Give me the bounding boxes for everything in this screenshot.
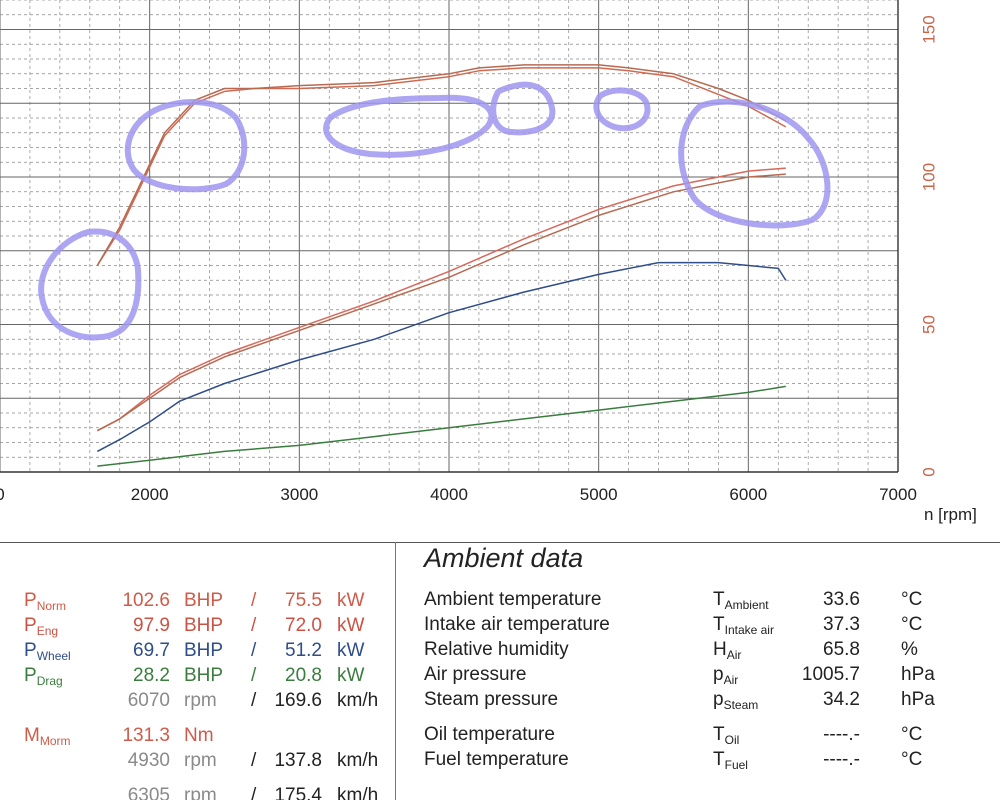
series-line-torque_a [96, 67, 787, 266]
ambient-value: 37.3 [823, 614, 860, 635]
series-line-power_drag [97, 385, 786, 467]
x-tick-label: 3000 [280, 485, 318, 504]
ambient-label: Oil temperature [424, 724, 555, 745]
ambient-symbol: HAir [713, 639, 742, 662]
dyno-chart: 0 2000 3000 4000 5000 6000 7000 0 50 100 150 n [r… [0, 0, 977, 524]
ambient-symbol: TOil [713, 724, 740, 747]
highlight-mark [38, 228, 142, 341]
highlight-mark [323, 94, 495, 158]
ambient-symbol: TAmbient [713, 589, 769, 612]
ambient-symbol: TFuel [713, 749, 748, 772]
ambient-row: Relative humidity HAir 65.8% [0, 637, 1000, 662]
ambient-value: 33.6 [823, 589, 860, 610]
ambient-row: Intake air temperature TIntake air 37.3 °C [0, 612, 1000, 637]
ambient-label: Fuel temperature [424, 749, 569, 770]
ambient-label: Relative humidity [424, 639, 569, 660]
ambient-symbol: pSteam [713, 689, 759, 712]
x-axis-ticks: 0 2000 3000 4000 5000 6000 7000 [0, 485, 917, 504]
ambient-unit: hPa [901, 689, 935, 710]
ambient-row: Ambient temperature TAmbient 33.6 °C [0, 587, 1000, 612]
ambient-label: Intake air temperature [424, 614, 610, 635]
y-tick-label: 100 [919, 163, 938, 191]
x-tick-label: 5000 [580, 485, 618, 504]
y-tick-label: 0 [919, 467, 938, 476]
ambient-row: Air pressure pAir 1005.7 hPa [0, 662, 1000, 687]
chart-series [96, 64, 787, 467]
ambient-label: Ambient temperature [424, 589, 602, 610]
ambient-label: Air pressure [424, 664, 527, 685]
ambient-unit: °C [901, 589, 923, 610]
series-line-power_eng [96, 173, 786, 432]
ambient-symbol: pAir [713, 664, 739, 687]
highlight-mark [678, 98, 831, 229]
hand-drawn-marks [38, 81, 831, 341]
divider [395, 542, 396, 800]
power-eng-row: PEng 97.9 BHP / 72.0 kW [24, 615, 365, 638]
y-tick-label: 50 [919, 315, 938, 334]
x-tick-label: 7000 [879, 485, 917, 504]
ambient-unit: °C [901, 749, 923, 770]
series-line-torque_b [96, 64, 787, 266]
chart-grid [0, 0, 899, 473]
x-axis-label: n [rpm] [924, 505, 977, 524]
results-panel: PNorm 102.6 BHP / 75.5 kW PEng 97.9 BHP … [0, 530, 1000, 800]
ambient-unit: % [901, 639, 918, 660]
highlight-mark [124, 99, 248, 193]
torque-rpm-row: 4930 rpm / 137.8 km/h [127, 750, 379, 771]
y-axis-ticks: 0 50 100 150 [919, 15, 938, 476]
series-line-power_wheel [96, 261, 787, 453]
x-tick-label: 4000 [430, 485, 468, 504]
ambient-value: ----.- [823, 749, 860, 770]
ambient-value: ----.- [823, 724, 860, 745]
ambient-title: Ambient data [424, 543, 584, 573]
power-wheel-row: PWheel 69.7 BHP / 51.2 kW [24, 640, 365, 663]
series-line-power_norm [96, 167, 786, 432]
ambient-symbol: TIntake air [713, 614, 774, 637]
ambient-unit: °C [901, 724, 923, 745]
ambient-unit: °C [901, 614, 923, 635]
highlight-mark [490, 81, 556, 136]
power-rpm-row: 6070 rpm / 169.6 km/h [127, 690, 379, 711]
ambient-value: 1005.7 [801, 664, 860, 685]
max-rpm-row: 6305 rpm / 175.4 km/h [127, 785, 379, 800]
ambient-row: Fuel temperature TFuel ----.- °C [0, 747, 1000, 772]
power-norm-row: PNorm 102.6 BHP / 75.5 kW [24, 590, 365, 613]
ambient-value: 65.8 [823, 639, 860, 660]
torque-row: MMorm 131.3 Nm [24, 725, 214, 748]
divider [0, 542, 1000, 543]
ambient-row: Oil temperature TOil ----.- °C [0, 722, 1000, 747]
y-tick-label: 150 [919, 15, 938, 43]
ambient-label: Steam pressure [424, 689, 559, 710]
x-tick-label: 0 [0, 485, 5, 504]
ambient-value: 34.2 [823, 689, 860, 710]
ambient-unit: hPa [901, 664, 935, 685]
x-tick-label: 2000 [131, 485, 169, 504]
ambient-row: Steam pressure pSteam 34.2 hPa [0, 687, 1000, 712]
highlight-mark [593, 87, 651, 132]
power-drag-row: PDrag 28.2 BHP / 20.8 kW [24, 665, 365, 688]
x-tick-label: 6000 [729, 485, 767, 504]
